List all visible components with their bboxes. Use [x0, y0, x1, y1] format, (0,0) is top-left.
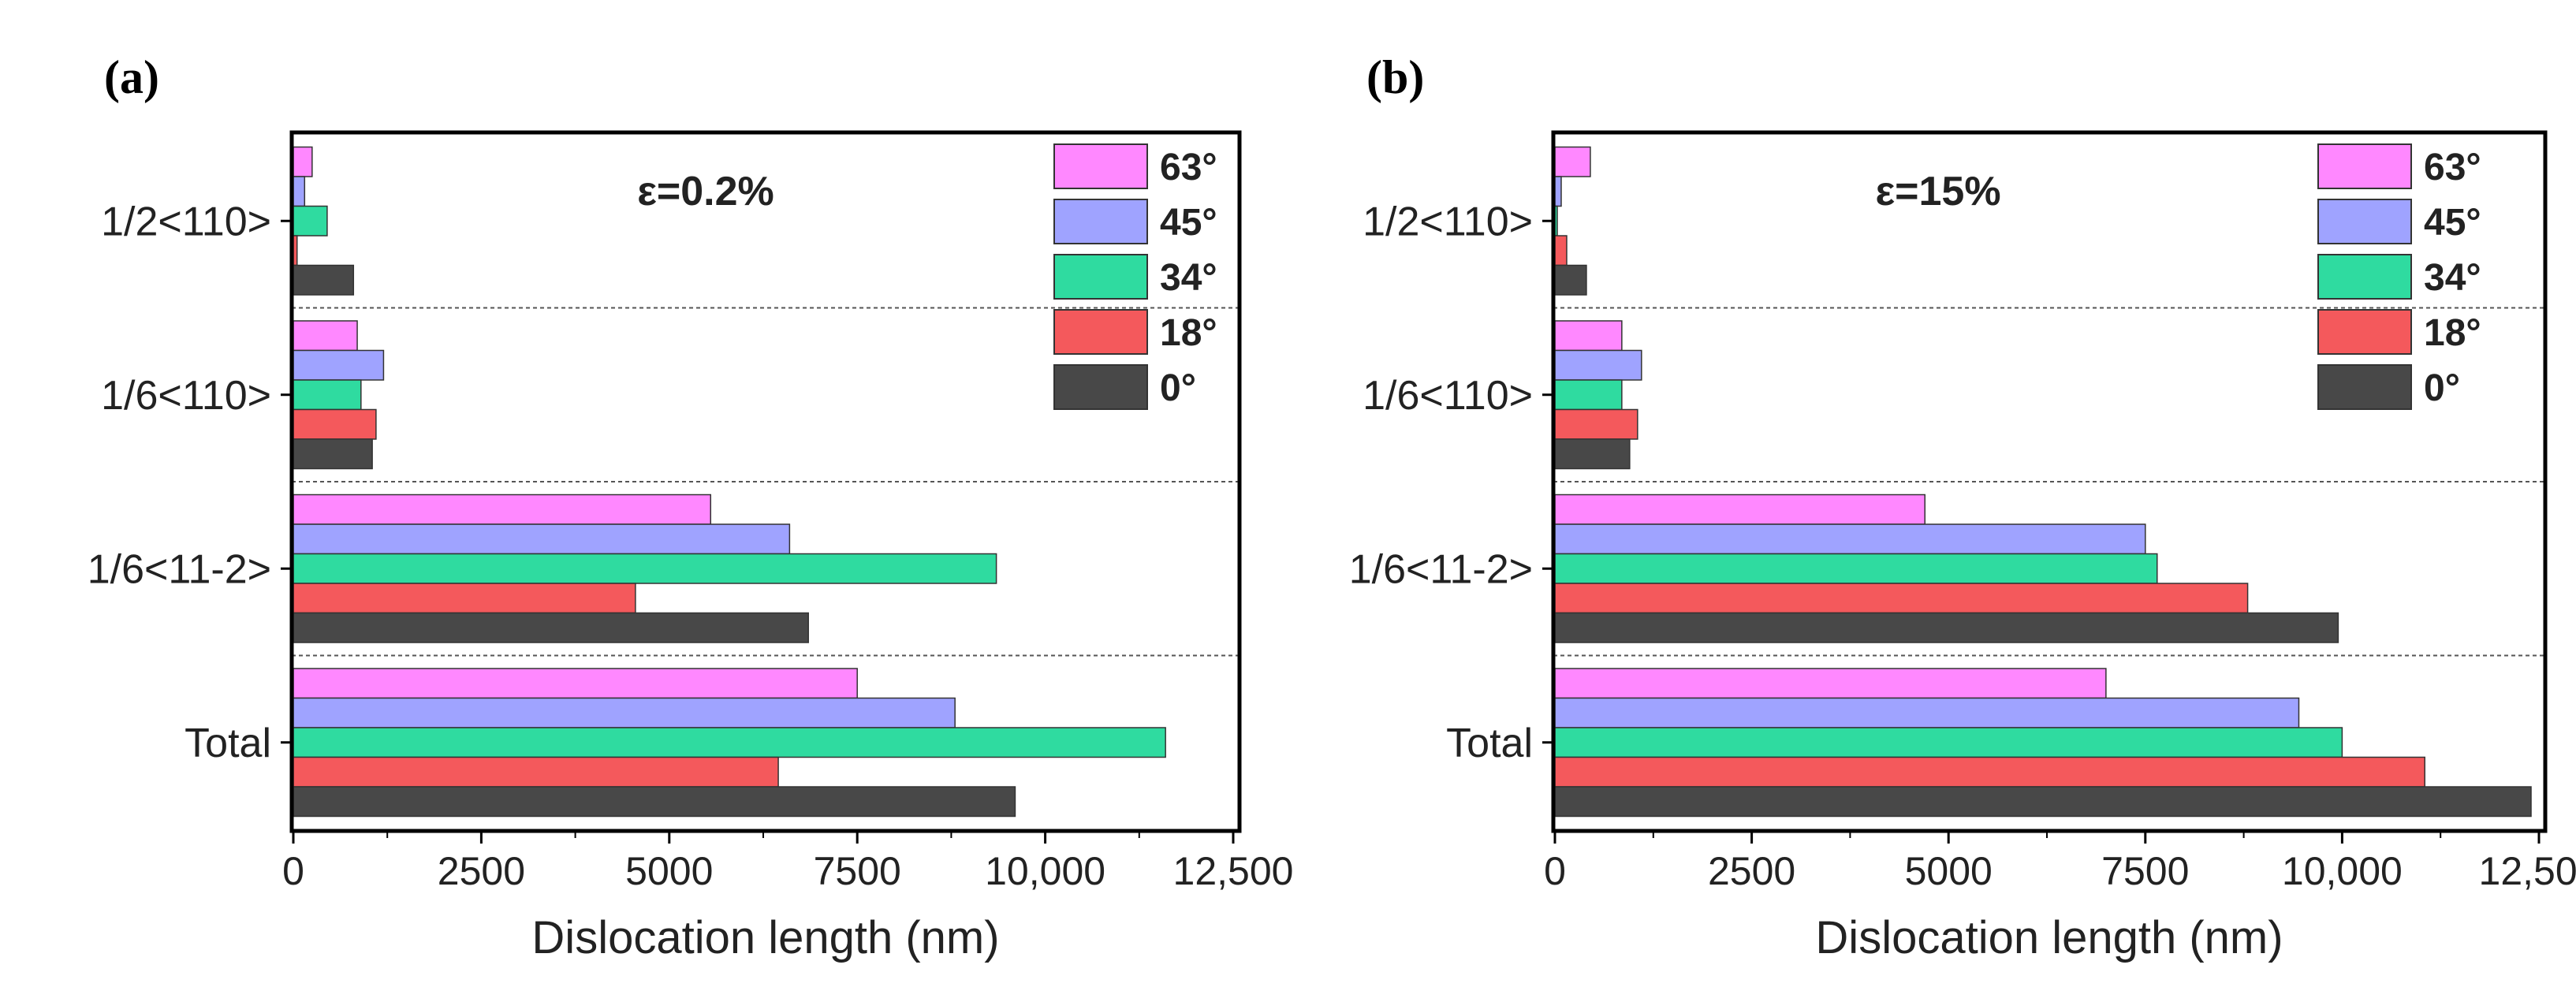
bar: [293, 727, 1166, 758]
x-tick-label: 12,500: [2479, 849, 2576, 893]
bar: [293, 320, 358, 352]
bar: [293, 553, 997, 584]
category-label: 1/2<110>: [1363, 199, 1533, 244]
legend-swatch: [2317, 309, 2412, 355]
plot-frame: [289, 130, 1242, 833]
bar: [293, 264, 355, 296]
x-tick-label: 5000: [1905, 849, 1993, 893]
category-label: 1/2<110>: [101, 199, 271, 244]
bar: [1554, 146, 1591, 177]
category-label: 1/6<11-2>: [88, 546, 271, 592]
bar: [293, 786, 1016, 818]
bar: [293, 697, 956, 728]
chart-panel-b: (b) 1/2<110> 1/6<110> 1/6<11-2> Total 0 2500 50…: [1349, 51, 2576, 963]
bar: [1554, 786, 2532, 818]
bar: [1554, 176, 1562, 207]
legend-label: 18°: [1160, 312, 1217, 354]
strain-annotation: ε=0.2%: [637, 169, 774, 214]
bar: [293, 146, 313, 177]
bar: [293, 235, 298, 266]
x-axis-title: Dislocation length (nm): [1815, 912, 2283, 963]
legend-label: 0°: [2424, 367, 2460, 409]
category-label: Total: [1446, 721, 1533, 766]
x-tick-label: 2500: [438, 849, 525, 893]
x-tick-label: 5000: [625, 849, 713, 893]
legend-swatch: [2317, 199, 2412, 244]
legend-label: 63°: [1160, 147, 1217, 188]
chart-panel-a: (a) 1/2<110> 1/6<110> 1/6<11-2> Total 0 2500 50…: [88, 51, 1294, 963]
bar: [1554, 523, 2146, 555]
legend-swatch: [1053, 199, 1148, 244]
bar: [1554, 320, 1623, 352]
category-label: 1/6<110>: [101, 373, 271, 419]
legend-label: 63°: [2424, 147, 2481, 188]
bar: [1554, 583, 2249, 614]
bar: [293, 583, 636, 614]
plot-frame: [1551, 130, 2548, 833]
legend-swatch: [1053, 254, 1148, 300]
legend-label: 18°: [2424, 312, 2481, 354]
bar: [293, 349, 385, 381]
legend-label: 0°: [1160, 367, 1196, 409]
legend-label: 34°: [2424, 257, 2481, 299]
strain-annotation: ε=15%: [1875, 169, 2000, 214]
x-axis-title: Dislocation length (nm): [531, 912, 999, 963]
x-tick-label: 12,500: [1173, 849, 1294, 893]
bar: [1554, 756, 2425, 788]
legend: 63° 45° 34° 18° 0°: [1053, 143, 1217, 410]
bar: [1554, 408, 1638, 440]
bar: [293, 205, 328, 237]
bar: [1554, 612, 2339, 643]
legend-label: 34°: [1160, 257, 1217, 299]
category-label: 1/6<110>: [1363, 373, 1533, 419]
category-label: 1/6<11-2>: [1349, 546, 1533, 592]
bar: [1554, 379, 1623, 411]
bar: [293, 523, 791, 555]
bar: [1554, 553, 2158, 584]
legend-swatch: [2317, 364, 2412, 410]
x-tick-label: 7500: [2101, 849, 2189, 893]
x-tick-label: 10,000: [985, 849, 1105, 893]
bar: [293, 612, 809, 643]
x-tick-label: 0: [282, 849, 304, 893]
legend-swatch: [1053, 309, 1148, 355]
panel-label: (a): [104, 51, 159, 103]
bar: [1554, 235, 1568, 266]
panel-label: (b): [1366, 51, 1424, 103]
legend-label: 45°: [2424, 202, 2481, 244]
legend: 63° 45° 34° 18° 0°: [2317, 143, 2481, 410]
bar: [1554, 264, 1587, 296]
x-tick-label: 10,000: [2282, 849, 2403, 893]
bar: [1554, 668, 2107, 699]
bar: [293, 438, 373, 470]
legend-swatch: [1053, 143, 1148, 189]
bar: [293, 494, 711, 525]
bar: [293, 379, 362, 411]
bar: [1554, 494, 1925, 525]
bar: [1554, 697, 2300, 728]
legend-swatch: [2317, 143, 2412, 189]
bar: [1554, 349, 1642, 381]
x-tick-label: 7500: [814, 849, 901, 893]
x-tick-label: 0: [1544, 849, 1566, 893]
bar: [293, 176, 306, 207]
bar: [1554, 438, 1631, 470]
category-label: Total: [185, 721, 271, 766]
bar: [1554, 727, 2343, 758]
bar: [293, 756, 779, 788]
legend-label: 45°: [1160, 202, 1217, 244]
legend-swatch: [1053, 364, 1148, 410]
x-tick-label: 2500: [1708, 849, 1795, 893]
bar: [293, 408, 377, 440]
bar: [293, 668, 858, 699]
legend-swatch: [2317, 254, 2412, 300]
